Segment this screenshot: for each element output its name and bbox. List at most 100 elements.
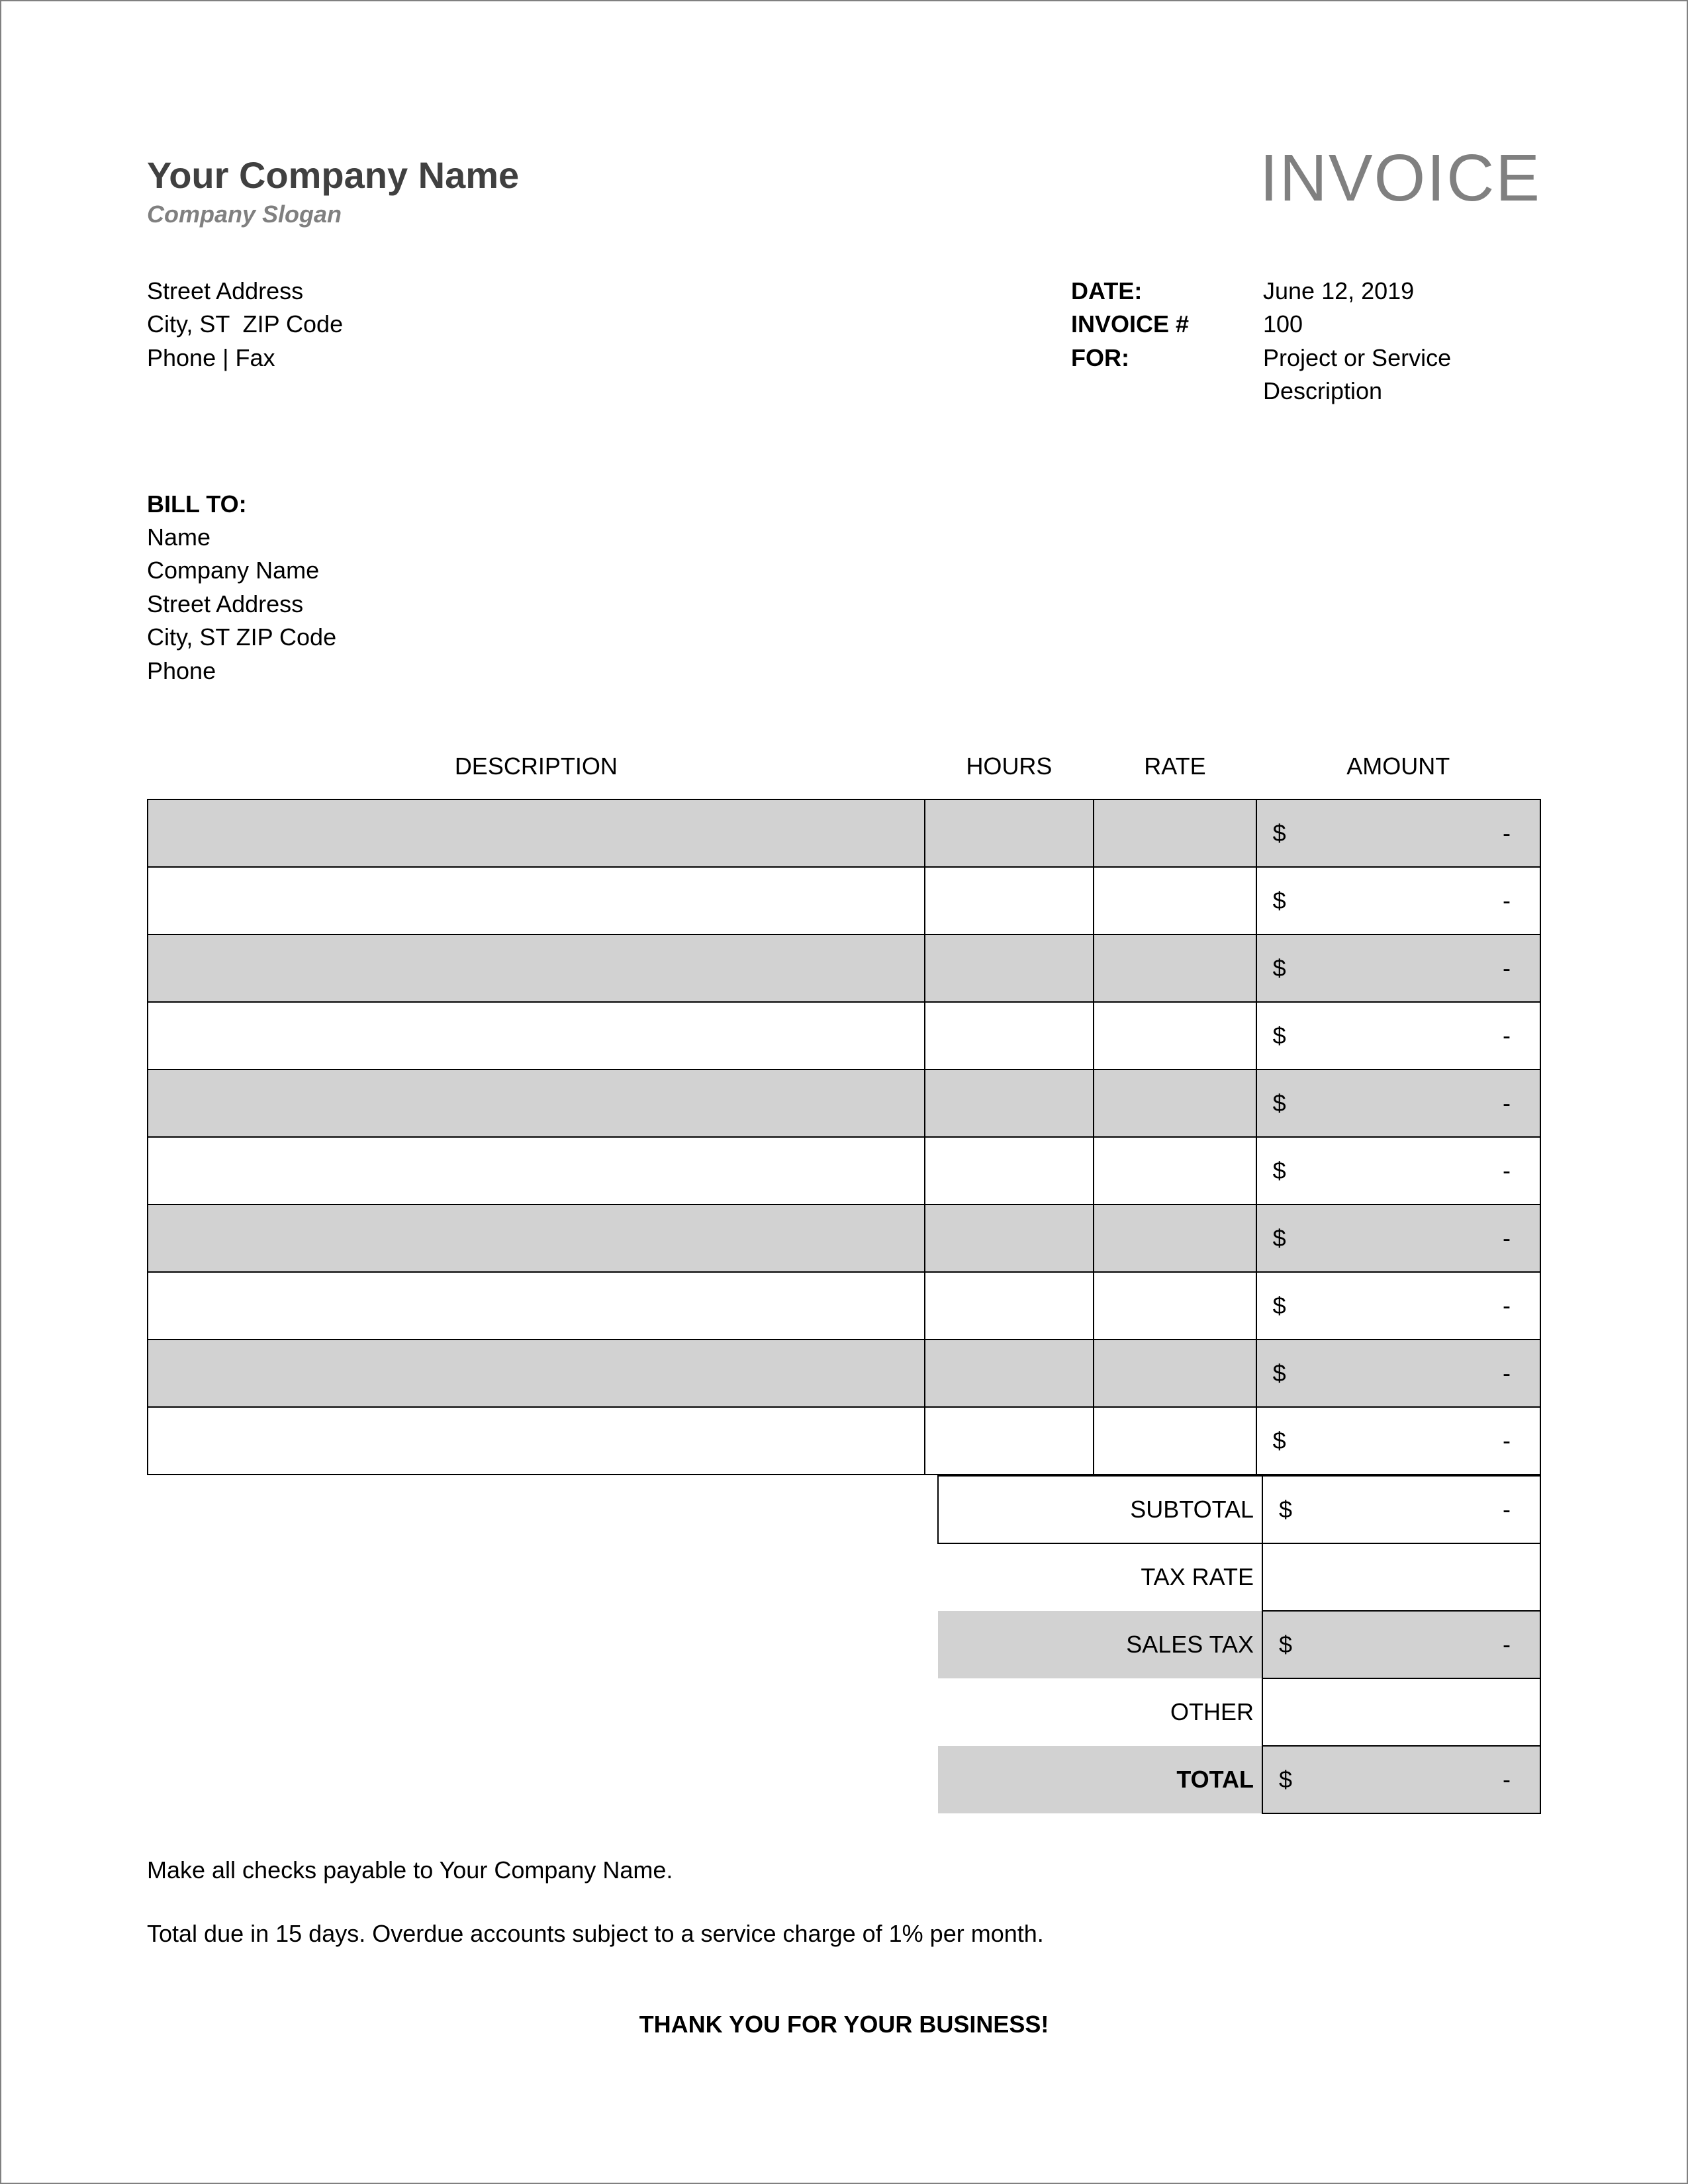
cell-description[interactable] (148, 1407, 925, 1475)
totals-value: $- (1262, 1476, 1540, 1543)
amount-value: - (1503, 1766, 1511, 1794)
cell-amount: $- (1256, 1340, 1540, 1407)
cell-hours[interactable] (925, 1205, 1094, 1272)
currency-symbol: $ (1279, 1496, 1292, 1524)
table-row: $- (148, 1205, 1540, 1272)
currency-symbol: $ (1273, 1359, 1286, 1387)
table-row: $- (148, 934, 1540, 1002)
cell-hours[interactable] (925, 1340, 1094, 1407)
bill-to-line: Company Name (147, 554, 1541, 587)
cell-description[interactable] (148, 799, 925, 867)
line-items-table-wrap: DESCRIPTION HOURS RATE AMOUNT $-$-$-$-$-… (147, 741, 1541, 1814)
cell-description[interactable] (148, 867, 925, 934)
amount-value: - (1503, 1496, 1511, 1524)
cell-hours[interactable] (925, 1272, 1094, 1340)
cell-amount: $- (1256, 1069, 1540, 1137)
amount-value: - (1503, 819, 1511, 847)
amount-value: - (1503, 1359, 1511, 1387)
totals-table: SUBTOTAL$-TAX RATESALES TAX$-OTHERTOTAL$… (937, 1475, 1541, 1814)
cell-hours[interactable] (925, 1407, 1094, 1475)
totals-row: TOTAL$- (938, 1746, 1540, 1813)
header-row: Your Company Name Company Slogan INVOICE (147, 154, 1541, 228)
currency-symbol: $ (1279, 1631, 1292, 1659)
meta-date-label: DATE: (1071, 275, 1256, 308)
totals-value (1262, 1678, 1540, 1746)
bill-to-line: Name (147, 521, 1541, 554)
table-row: $- (148, 1137, 1540, 1205)
cell-amount: $- (1256, 799, 1540, 867)
totals-label: SUBTOTAL (938, 1476, 1262, 1543)
cell-rate[interactable] (1094, 867, 1256, 934)
company-slogan: Company Slogan (147, 201, 519, 228)
cell-amount: $- (1256, 1205, 1540, 1272)
cell-hours[interactable] (925, 934, 1094, 1002)
cell-description[interactable] (148, 1205, 925, 1272)
thank-you-line: THANK YOU FOR YOUR BUSINESS! (147, 2011, 1541, 2038)
totals-label: SALES TAX (938, 1611, 1262, 1678)
table-row: $- (148, 799, 1540, 867)
amount-value: - (1503, 1427, 1511, 1455)
cell-hours[interactable] (925, 1069, 1094, 1137)
table-row: $- (148, 1002, 1540, 1069)
currency-symbol: $ (1273, 1089, 1286, 1117)
cell-description[interactable] (148, 1002, 925, 1069)
meta-invoiceno-value: 100 (1263, 308, 1541, 341)
col-header-description: DESCRIPTION (148, 741, 925, 799)
payment-notes: Make all checks payable to Your Company … (147, 1854, 1541, 1951)
currency-symbol: $ (1279, 1766, 1292, 1794)
currency-symbol: $ (1273, 887, 1286, 915)
cell-amount: $- (1256, 1137, 1540, 1205)
cell-description[interactable] (148, 1069, 925, 1137)
cell-rate[interactable] (1094, 934, 1256, 1002)
sender-line: City, ST ZIP Code (147, 308, 343, 341)
amount-value: - (1503, 1292, 1511, 1320)
table-row: $- (148, 1069, 1540, 1137)
amount-value: - (1503, 1224, 1511, 1252)
col-header-amount: AMOUNT (1256, 741, 1540, 799)
cell-rate[interactable] (1094, 1069, 1256, 1137)
meta-for-value: Project or Service Description (1263, 341, 1541, 408)
bill-to-line: City, ST ZIP Code (147, 621, 1541, 654)
col-header-hours: HOURS (925, 741, 1094, 799)
table-row: $- (148, 1340, 1540, 1407)
cell-rate[interactable] (1094, 1340, 1256, 1407)
cell-amount: $- (1256, 867, 1540, 934)
notes-line: Make all checks payable to Your Company … (147, 1854, 1541, 1887)
sender-line: Phone | Fax (147, 341, 343, 375)
cell-amount: $- (1256, 1272, 1540, 1340)
cell-rate[interactable] (1094, 1272, 1256, 1340)
invoice-page: Your Company Name Company Slogan INVOICE… (1, 1, 1687, 2038)
bill-to-line: Phone (147, 655, 1541, 688)
cell-description[interactable] (148, 934, 925, 1002)
bill-to-title: BILL TO: (147, 488, 1541, 521)
cell-hours[interactable] (925, 1137, 1094, 1205)
amount-value: - (1503, 887, 1511, 915)
meta-date-value: June 12, 2019 (1263, 275, 1541, 308)
col-header-rate: RATE (1094, 741, 1256, 799)
company-block: Your Company Name Company Slogan (147, 154, 519, 228)
cell-rate[interactable] (1094, 1407, 1256, 1475)
currency-symbol: $ (1273, 1224, 1286, 1252)
currency-symbol: $ (1273, 819, 1286, 847)
cell-rate[interactable] (1094, 1002, 1256, 1069)
amount-value: - (1503, 1089, 1511, 1117)
cell-description[interactable] (148, 1340, 925, 1407)
amount-value: - (1503, 1157, 1511, 1185)
cell-hours[interactable] (925, 1002, 1094, 1069)
cell-rate[interactable] (1094, 799, 1256, 867)
amount-value: - (1503, 1022, 1511, 1050)
sender-address: Street Address City, ST ZIP Code Phone |… (147, 275, 343, 408)
cell-hours[interactable] (925, 867, 1094, 934)
cell-hours[interactable] (925, 799, 1094, 867)
amount-value: - (1503, 1631, 1511, 1659)
cell-description[interactable] (148, 1272, 925, 1340)
meta-invoiceno-label: INVOICE # (1071, 308, 1256, 341)
bill-to-block: BILL TO: Name Company Name Street Addres… (147, 488, 1541, 688)
amount-value: - (1503, 954, 1511, 982)
cell-description[interactable] (148, 1137, 925, 1205)
totals-row: OTHER (938, 1678, 1540, 1746)
currency-symbol: $ (1273, 1022, 1286, 1050)
cell-rate[interactable] (1094, 1205, 1256, 1272)
totals-label: OTHER (938, 1678, 1262, 1746)
cell-rate[interactable] (1094, 1137, 1256, 1205)
